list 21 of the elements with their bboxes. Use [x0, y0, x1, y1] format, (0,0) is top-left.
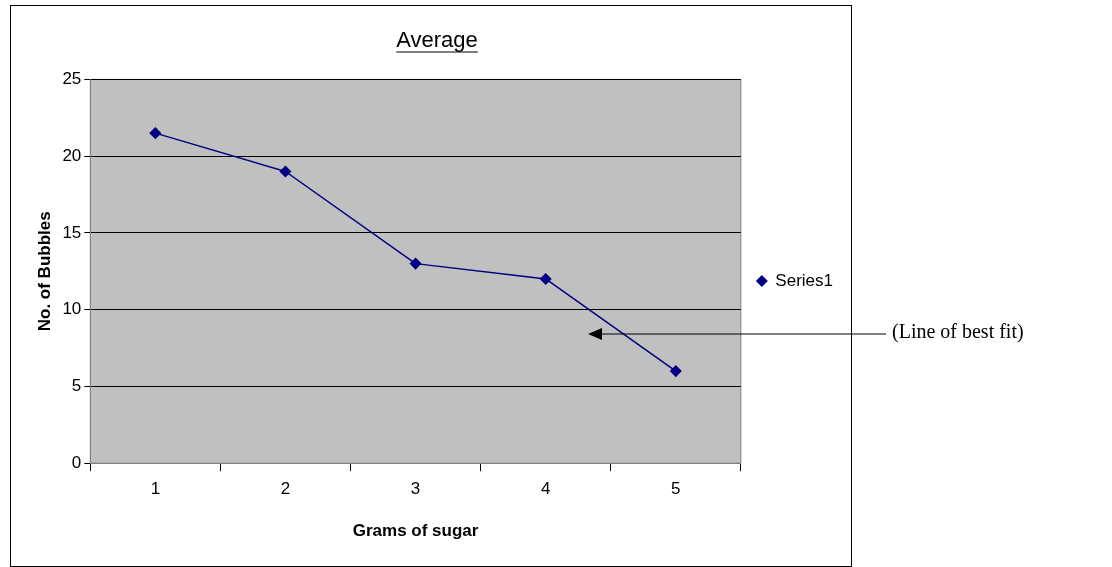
point	[279, 165, 292, 178]
x-tick-label: 4	[540, 479, 551, 499]
y-tick-label: 5	[71, 376, 82, 396]
legend-label: Series1	[775, 270, 833, 290]
y-axis-title: No. of Bubbles	[34, 211, 54, 332]
text: (Line of best fit)	[892, 320, 1024, 343]
point	[539, 273, 552, 285]
x-tick-label: 1	[150, 479, 161, 499]
point	[149, 127, 162, 139]
y-tick-label: 10	[62, 299, 82, 319]
y-tick-label: 0	[71, 452, 82, 472]
y-tick-label: 25	[62, 69, 82, 89]
chart-title: Average	[396, 27, 478, 53]
x-axis-title: Grams of sugar	[352, 521, 479, 541]
point	[409, 257, 422, 270]
x-tick-label: 3	[410, 479, 421, 499]
y-tick-label: 15	[62, 222, 82, 242]
y-tick-label: 20	[62, 145, 82, 165]
x-tick-label: 5	[671, 479, 681, 499]
x-tick-label: 2	[280, 479, 291, 499]
point	[670, 365, 682, 377]
